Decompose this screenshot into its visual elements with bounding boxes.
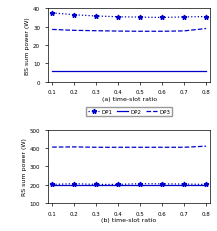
Y-axis label: RS sum power (W): RS sum power (W): [22, 138, 27, 195]
X-axis label: (b) time-slot ratio: (b) time-slot ratio: [102, 217, 157, 222]
X-axis label: (a) time-slot ratio: (a) time-slot ratio: [102, 96, 157, 101]
Y-axis label: BS sum power (W): BS sum power (W): [25, 17, 30, 75]
Legend: DP1, DP2, DP3: DP1, DP2, DP3: [86, 107, 172, 117]
